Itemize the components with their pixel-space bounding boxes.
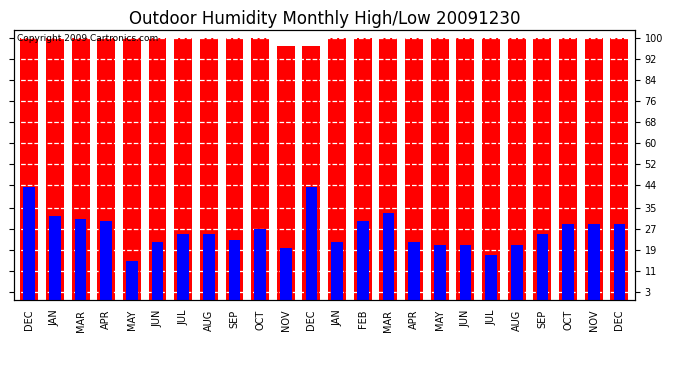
Bar bbox=[562, 224, 574, 300]
Bar bbox=[408, 242, 420, 300]
Bar bbox=[203, 234, 215, 300]
Bar bbox=[306, 187, 317, 300]
Bar bbox=[537, 234, 548, 300]
Bar bbox=[354, 38, 372, 300]
Bar bbox=[148, 38, 166, 300]
Bar bbox=[559, 38, 577, 300]
Bar bbox=[588, 224, 600, 300]
Bar bbox=[533, 38, 551, 300]
Bar bbox=[485, 255, 497, 300]
Bar bbox=[482, 38, 500, 300]
Bar bbox=[101, 221, 112, 300]
Bar bbox=[431, 38, 448, 300]
Bar bbox=[611, 38, 629, 300]
Bar bbox=[331, 242, 343, 300]
Bar bbox=[357, 221, 368, 300]
Bar bbox=[177, 234, 189, 300]
Bar bbox=[405, 38, 423, 300]
Bar bbox=[280, 248, 292, 300]
Bar bbox=[23, 187, 35, 300]
Title: Outdoor Humidity Monthly High/Low 20091230: Outdoor Humidity Monthly High/Low 200912… bbox=[128, 10, 520, 28]
Bar bbox=[508, 38, 526, 300]
Bar bbox=[49, 216, 61, 300]
Bar bbox=[383, 213, 394, 300]
Bar bbox=[380, 38, 397, 300]
Bar bbox=[460, 245, 471, 300]
Bar bbox=[46, 38, 64, 300]
Bar bbox=[228, 240, 240, 300]
Bar bbox=[251, 38, 269, 300]
Bar bbox=[200, 38, 218, 300]
Bar bbox=[255, 229, 266, 300]
Bar bbox=[20, 38, 38, 300]
Bar bbox=[584, 38, 603, 300]
Bar bbox=[152, 242, 164, 300]
Bar bbox=[123, 38, 141, 300]
Bar bbox=[174, 38, 192, 300]
Text: Copyright 2009 Cartronics.com: Copyright 2009 Cartronics.com bbox=[17, 34, 158, 43]
Bar bbox=[75, 219, 86, 300]
Bar bbox=[72, 38, 90, 300]
Bar bbox=[302, 46, 320, 300]
Bar bbox=[511, 245, 522, 300]
Bar bbox=[434, 245, 446, 300]
Bar bbox=[277, 46, 295, 300]
Bar bbox=[97, 38, 115, 300]
Bar bbox=[613, 224, 625, 300]
Bar bbox=[226, 38, 244, 300]
Bar bbox=[328, 38, 346, 300]
Bar bbox=[126, 261, 137, 300]
Bar bbox=[457, 38, 475, 300]
